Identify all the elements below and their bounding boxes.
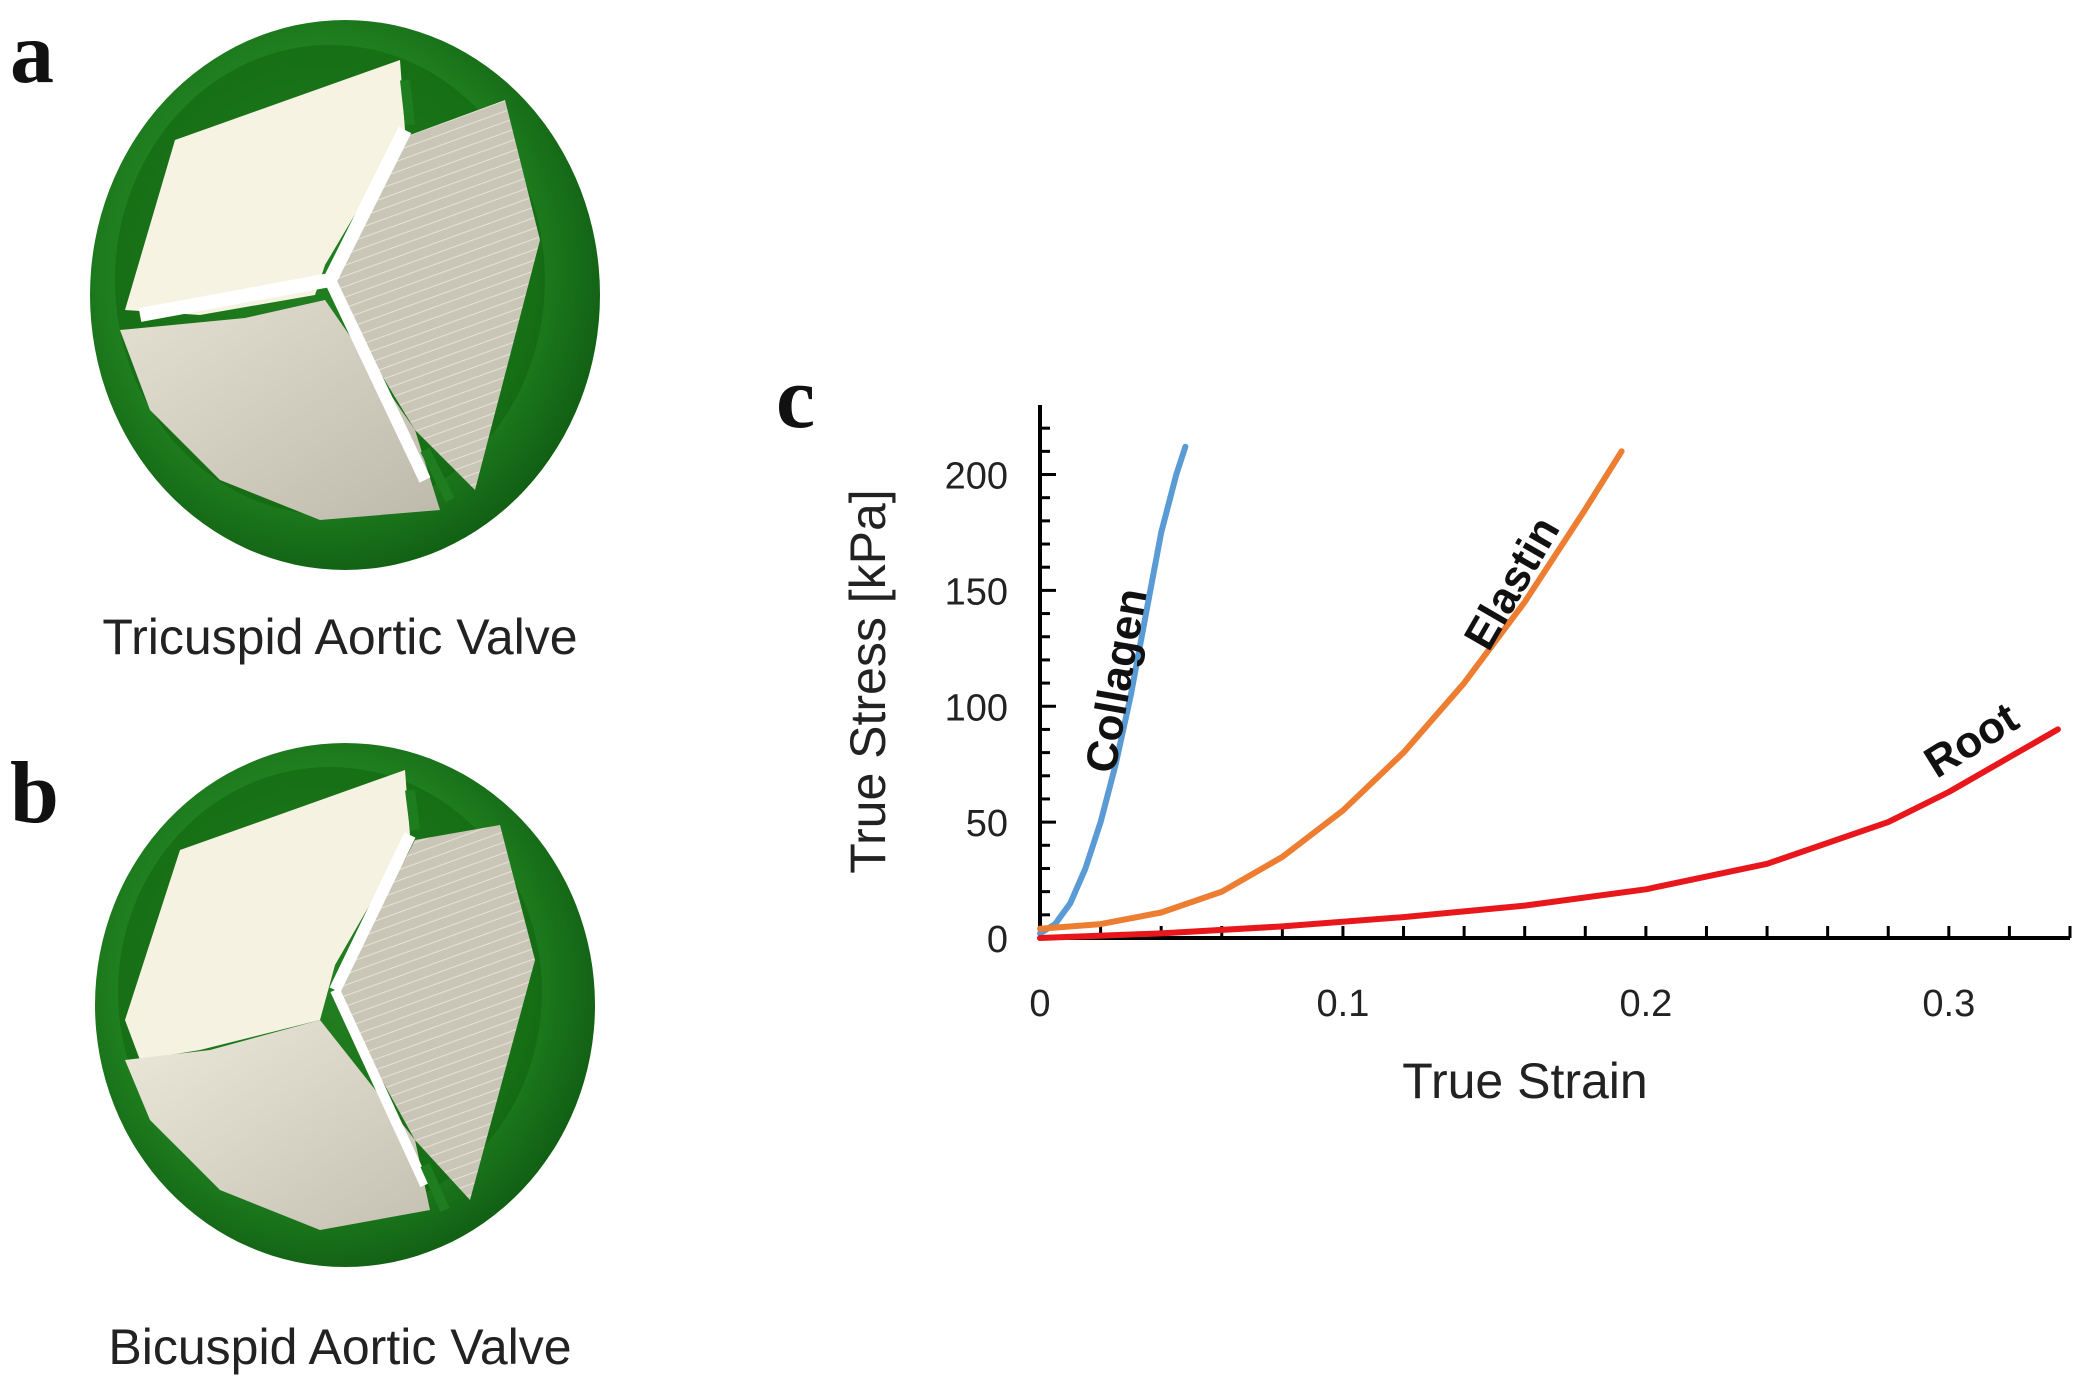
y-tick-label: 150 <box>945 571 1008 613</box>
x-tick-label: 0.2 <box>1619 983 1672 1025</box>
y-tick-label: 50 <box>966 803 1008 845</box>
bicuspid-valve-icon <box>95 743 595 1267</box>
x-tick-label: 0.3 <box>1922 983 1975 1025</box>
panel-label-b: b <box>10 745 59 842</box>
caption-bicuspid: Bicuspid Aortic Valve <box>108 1319 572 1375</box>
series-line-collagen <box>1037 443 1189 937</box>
y-tick-label: 0 <box>987 919 1008 961</box>
panel-label-c: c <box>776 350 816 447</box>
series-label-elastin: Elastin <box>1455 508 1570 657</box>
series-line-elastin <box>1037 448 1625 932</box>
series-label-collagen: Collagen <box>1076 585 1157 776</box>
caption-tricuspid: Tricuspid Aortic Valve <box>102 609 578 665</box>
panel-label-a: a <box>10 5 54 102</box>
y-axis-title: True Stress [kPa] <box>840 489 896 873</box>
x-tick-label: 0 <box>1029 983 1050 1025</box>
x-tick-label: 0.1 <box>1317 983 1370 1025</box>
series-label-root: Root <box>1916 693 2027 788</box>
y-tick-label: 200 <box>945 456 1008 498</box>
tricuspid-valve-icon <box>90 20 600 570</box>
series-line-root <box>1037 726 2061 941</box>
x-axis-title: True Strain <box>1402 1053 1647 1109</box>
y-tick-label: 100 <box>945 687 1008 729</box>
